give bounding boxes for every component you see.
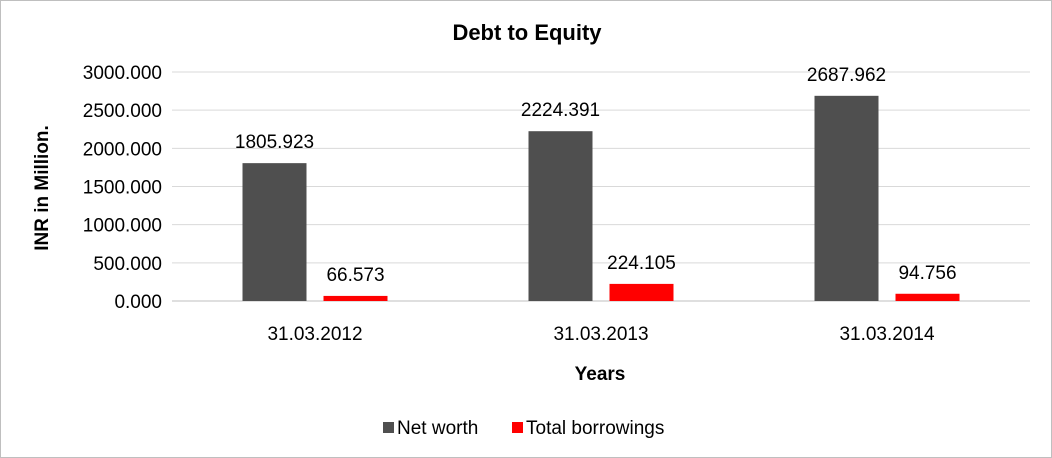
legend-swatch xyxy=(383,422,394,433)
x-axis-title: Years xyxy=(575,364,626,385)
y-tick-label: 0.000 xyxy=(114,292,162,313)
bar-net-worth xyxy=(242,163,307,301)
y-tick-label: 1000.000 xyxy=(83,216,162,237)
data-label: 224.105 xyxy=(607,253,676,274)
y-tick-label: 2000.000 xyxy=(83,139,162,160)
legend: Net worth Total borrowings xyxy=(383,418,664,439)
data-label: 2224.391 xyxy=(521,100,600,121)
x-tick-label: 31.03.2014 xyxy=(839,324,935,345)
data-label: 94.756 xyxy=(898,263,956,284)
y-axis-title: INR in Million. xyxy=(32,125,53,251)
y-tick-label: 2500.000 xyxy=(83,101,162,122)
legend-label: Net worth xyxy=(397,418,478,439)
bar-net-worth xyxy=(528,131,593,301)
x-axis-ticks: 31.03.2012 31.03.2013 31.03.2014 xyxy=(267,324,935,345)
bar-total-borrowings xyxy=(609,283,674,301)
data-label: 66.573 xyxy=(326,265,384,286)
data-labels: 1805.923 66.573 2224.391 224.105 2687.962 94.… xyxy=(235,65,957,286)
y-tick-label: 3000.000 xyxy=(83,63,162,84)
x-tick-label: 31.03.2013 xyxy=(553,324,648,345)
bars xyxy=(242,95,960,301)
bar-total-borrowings xyxy=(323,295,388,301)
chart-title: Debt to Equity xyxy=(452,20,602,45)
gridlines xyxy=(172,71,1030,302)
bar-net-worth xyxy=(814,95,879,301)
data-label: 2687.962 xyxy=(807,65,886,86)
legend-swatch xyxy=(512,422,523,433)
legend-label: Total borrowings xyxy=(526,418,664,439)
data-label: 1805.923 xyxy=(235,132,314,153)
y-tick-label: 500.000 xyxy=(93,254,162,275)
y-tick-label: 1500.000 xyxy=(83,178,162,199)
x-tick-label: 31.03.2012 xyxy=(267,324,362,345)
y-axis-ticks: 0.000 500.000 1000.000 1500.000 2000.000 2500… xyxy=(83,63,162,313)
bar-total-borrowings xyxy=(895,293,960,301)
